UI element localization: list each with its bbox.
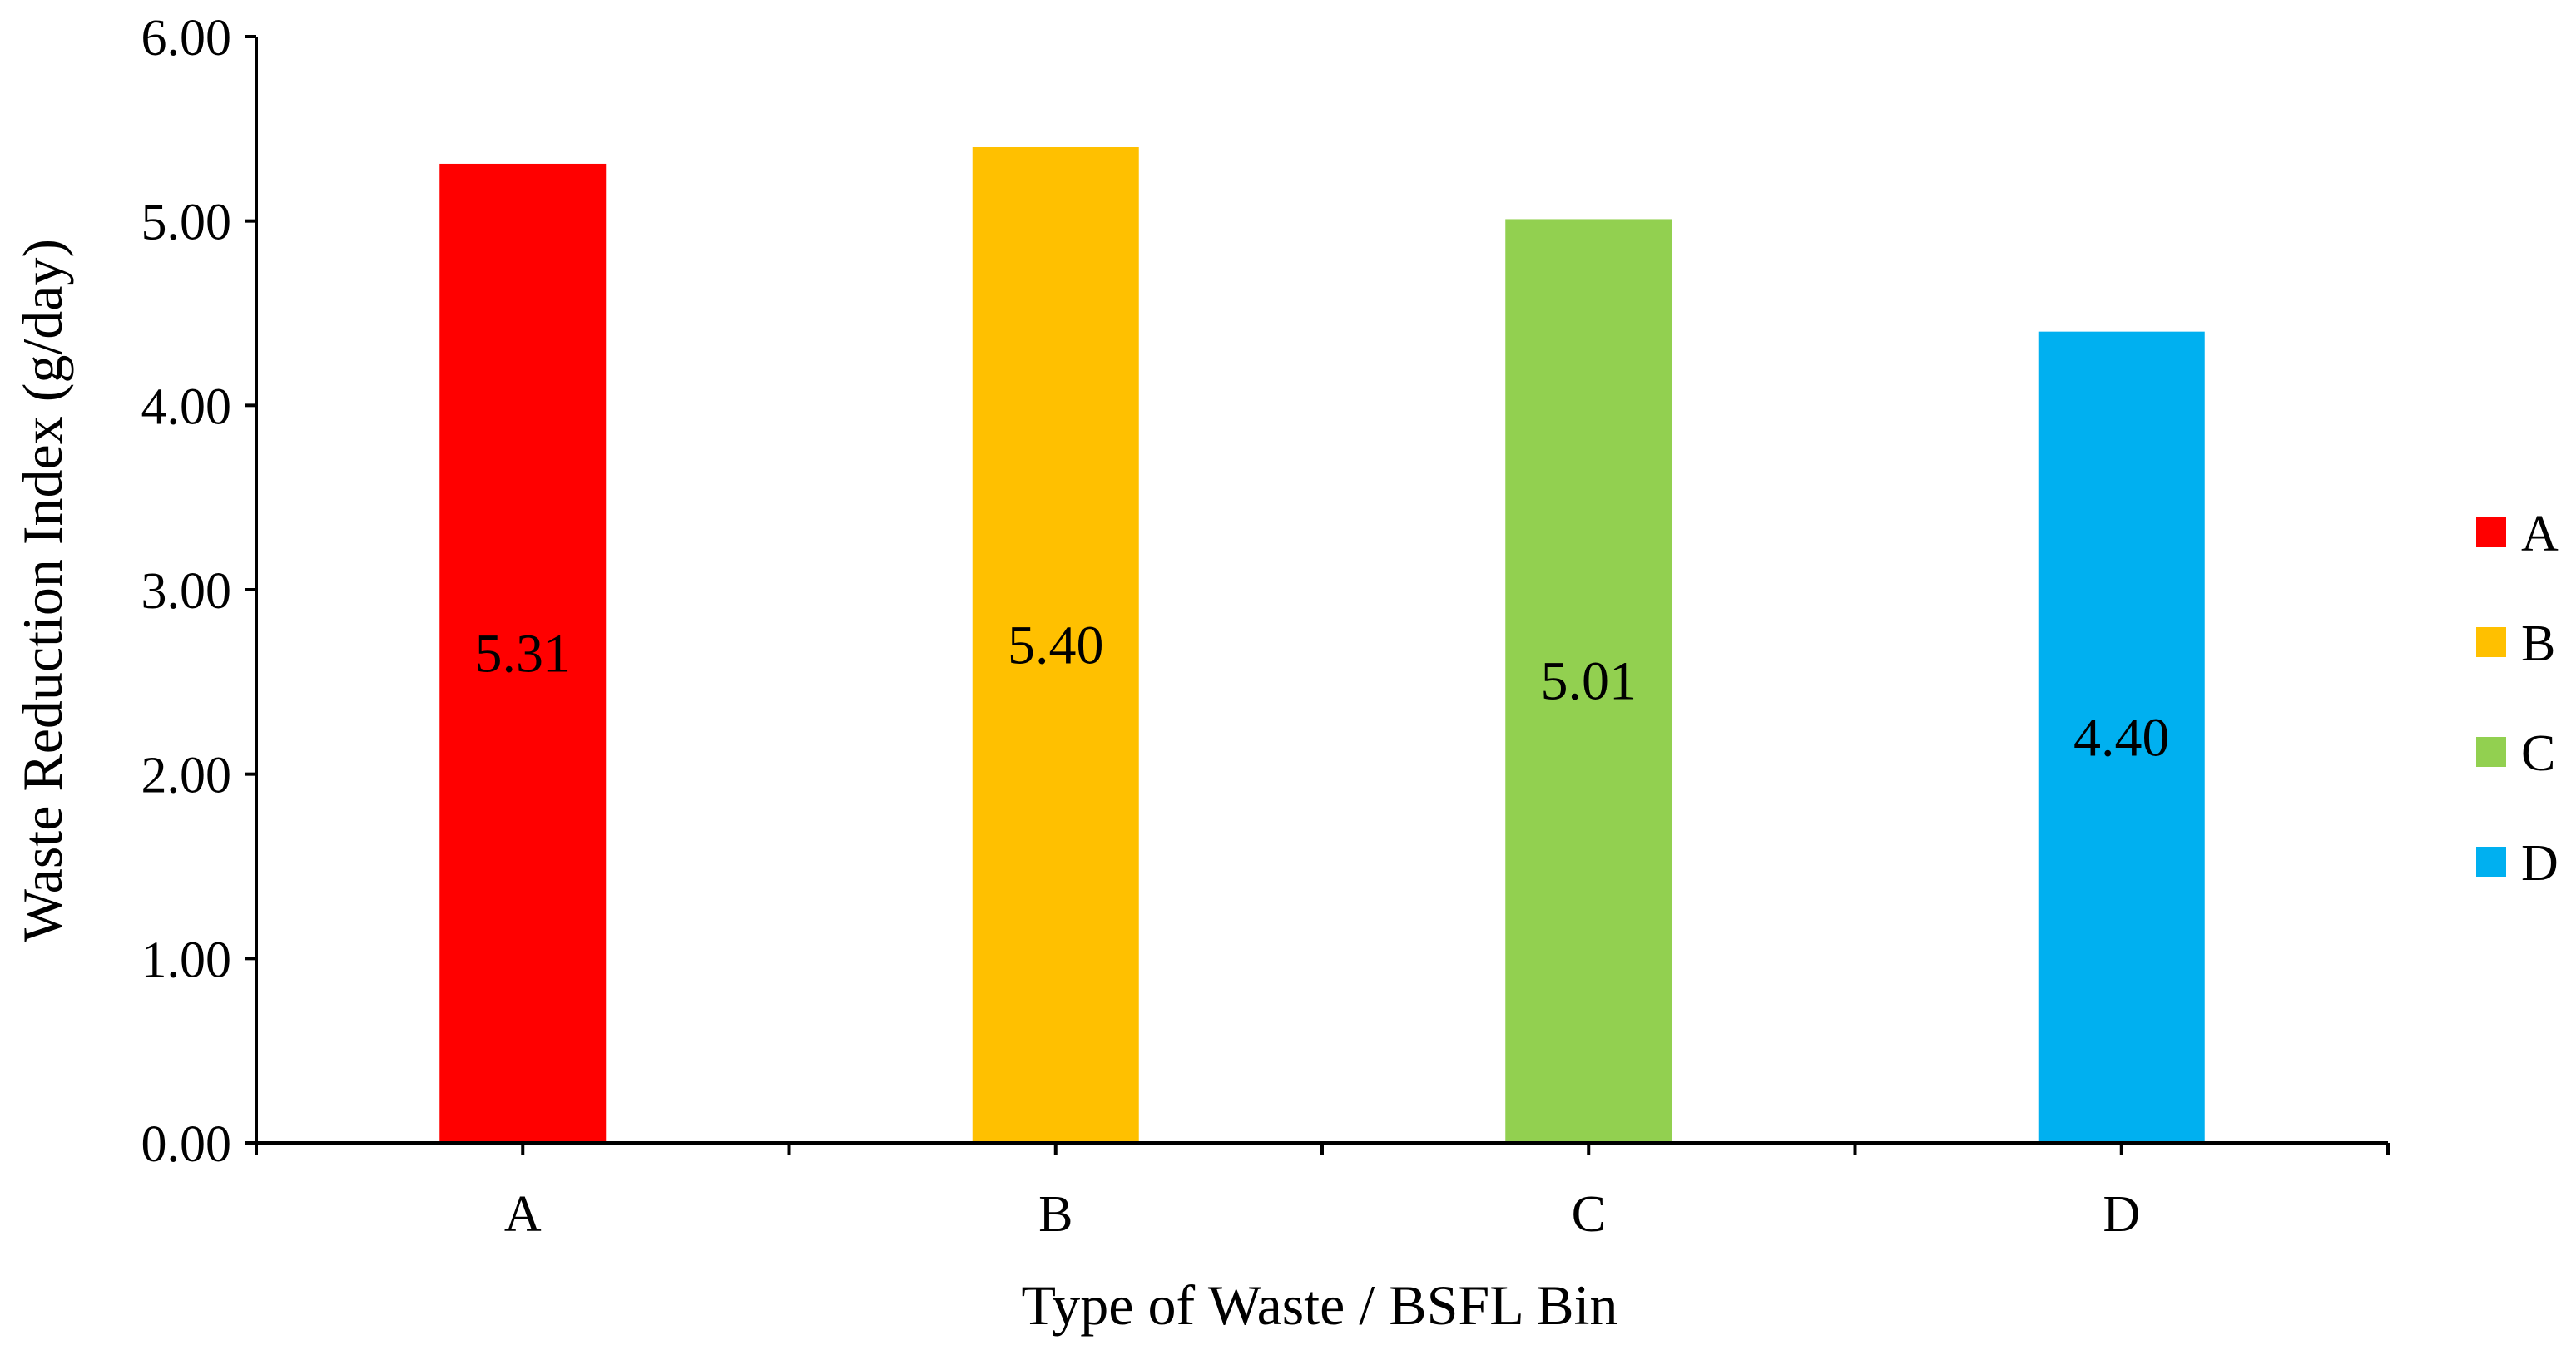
y-tick-label: 6.00: [141, 10, 232, 67]
legend-label: D: [2521, 835, 2559, 892]
legend-swatch-a: [2476, 517, 2506, 547]
y-tick-label: 0.00: [141, 1116, 232, 1173]
data-label: 4.40: [2073, 707, 2170, 768]
bar-a: [439, 163, 607, 1144]
legend-swatch-c: [2476, 737, 2506, 767]
data-label: 5.01: [1541, 651, 1637, 712]
y-tick-label: 2.00: [141, 748, 232, 804]
x-tick-label: C: [1572, 1186, 1606, 1243]
x-axis-title: Type of Waste / BSFL Bin: [1022, 1273, 1618, 1337]
x-tick-label: B: [1038, 1186, 1073, 1243]
bar-d: [2038, 331, 2205, 1144]
bar-b: [972, 147, 1139, 1143]
legend-label: A: [2521, 506, 2559, 562]
y-tick-label: 4.00: [141, 378, 232, 435]
legend-swatch-d: [2476, 847, 2506, 877]
x-tick-label: A: [504, 1186, 542, 1243]
legend-label: C: [2521, 725, 2555, 782]
y-axis-title: Waste Reduction Index (g/day): [11, 239, 74, 942]
plot-area: 5.31 5.40 5.01 4.40 0.00 1.00 2.00 3.00 4.00 5.00…: [141, 10, 2559, 1243]
bar-c: [1505, 219, 1672, 1144]
y-tick-label: 1.00: [141, 932, 232, 988]
legend-swatch-b: [2476, 627, 2506, 657]
y-tick-label: 5.00: [141, 195, 232, 251]
legend-label: B: [2521, 616, 2555, 672]
data-label: 5.40: [1008, 616, 1104, 676]
x-tick-label: D: [2103, 1186, 2140, 1243]
data-label: 5.31: [475, 623, 572, 684]
y-tick-label: 3.00: [141, 563, 232, 620]
